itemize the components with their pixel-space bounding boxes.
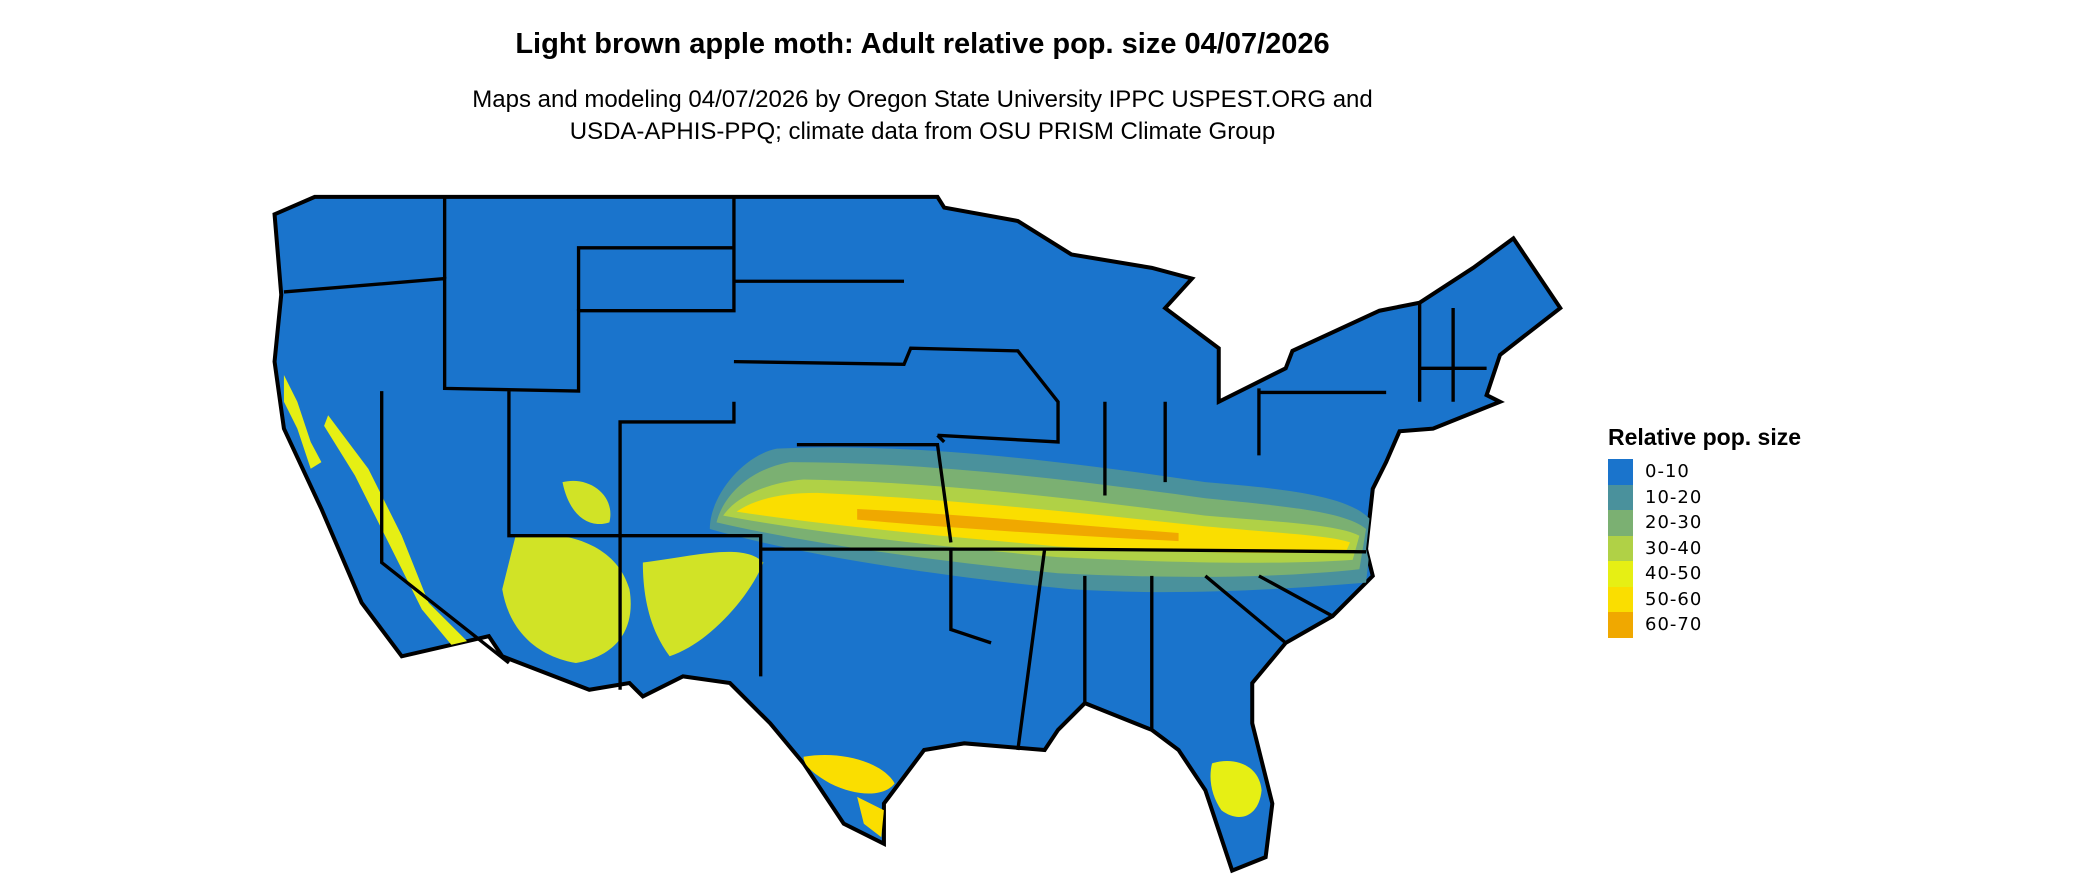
legend-item: 50-60	[1608, 586, 1801, 612]
risk-band-60-70	[857, 508, 1179, 542]
legend-swatch	[1608, 510, 1633, 536]
legend-item: 20-30	[1608, 510, 1801, 536]
legend-item: 10-20	[1608, 484, 1801, 510]
map-subtitle-line2: USDA-APHIS-PPQ; climate data from OSU PR…	[569, 118, 1276, 145]
legend-swatch	[1608, 561, 1633, 587]
legend-label: 50-60	[1645, 588, 1703, 610]
risk-area-california	[283, 375, 469, 650]
legend-item: 0-10	[1608, 459, 1801, 485]
legend-title: Relative pop. size	[1608, 424, 1802, 450]
legend-label: 40-50	[1645, 563, 1703, 585]
legend-label: 10-20	[1645, 486, 1703, 508]
map-title: Light brown apple moth: Adult relative p…	[515, 28, 1330, 60]
legend-swatch	[1608, 484, 1633, 510]
legend-label: 30-40	[1645, 537, 1703, 559]
legend-label: 20-30	[1645, 512, 1703, 534]
legend: Relative pop. size 0-10 10-20 20-30 30-4…	[1608, 424, 1801, 638]
legend-swatch	[1608, 586, 1633, 612]
state-borders	[283, 196, 1487, 751]
map-subtitle-line1: Maps and modeling 04/07/2026 by Oregon S…	[472, 86, 1373, 113]
legend-swatch	[1608, 535, 1633, 561]
legend-label: 60-70	[1645, 614, 1703, 636]
legend-label: 0-10	[1645, 461, 1690, 483]
legend-swatch	[1608, 459, 1633, 485]
risk-area-texas	[803, 754, 895, 838]
legend-swatch	[1608, 612, 1633, 638]
legend-item: 40-50	[1608, 561, 1801, 587]
legend-item: 60-70	[1608, 612, 1801, 638]
risk-area-southwest	[502, 480, 764, 663]
risk-area-florida	[1210, 761, 1262, 817]
legend-item: 30-40	[1608, 535, 1801, 561]
